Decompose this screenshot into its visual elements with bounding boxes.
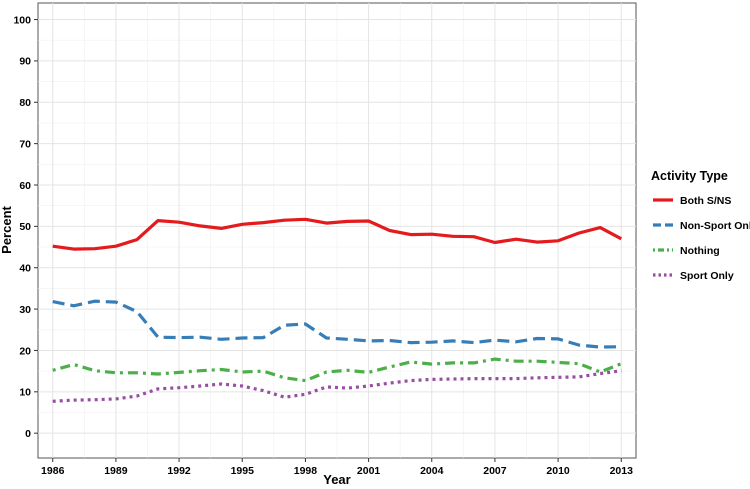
y-tick-label: 90 (19, 56, 31, 68)
y-tick-label: 10 (19, 387, 31, 399)
series-lines (52, 217, 623, 403)
y-axis: 0 10 20 30 40 50 60 70 80 90 100 (13, 14, 38, 440)
y-tick-label: 40 (19, 263, 31, 275)
legend-label-sport-only: Sport Only (680, 270, 734, 282)
x-axis: 1986 1989 1992 1995 1998 2001 2004 2007 2010 2013 (41, 458, 633, 477)
series-line-non-sport-only (52, 299, 622, 349)
x-tick-label: 1989 (104, 465, 128, 477)
major-gridlines (38, 3, 636, 458)
legend-title: Activity Type (651, 169, 728, 183)
x-axis-title: Year (323, 472, 350, 487)
series-line-both-s-ns (52, 217, 623, 251)
y-tick-label: 80 (19, 97, 31, 109)
legend-label-non-sport-only: Non-Sport Only (680, 220, 750, 232)
series-line-nothing (52, 357, 622, 383)
y-tick-label: 100 (13, 14, 31, 26)
y-tick-label: 20 (19, 345, 31, 357)
y-tick-label: 70 (19, 138, 31, 150)
legend-label-both-s-ns: Both S/NS (680, 195, 731, 207)
x-tick-label: 1992 (167, 465, 191, 477)
x-tick-label: 2004 (420, 465, 444, 477)
x-tick-label: 2001 (357, 465, 381, 477)
x-tick-label: 2013 (610, 465, 634, 477)
y-tick-label: 50 (19, 221, 31, 233)
x-tick-label: 1986 (41, 465, 65, 477)
series-line-sport-only (52, 369, 622, 403)
x-tick-label: 2007 (483, 465, 507, 477)
y-tick-label: 60 (19, 180, 31, 192)
legend-label-nothing: Nothing (680, 245, 720, 257)
x-tick-label: 2010 (546, 465, 570, 477)
y-tick-label: 0 (25, 428, 31, 440)
x-tick-label: 1998 (294, 465, 318, 477)
x-tick-label: 1995 (231, 465, 255, 477)
legend: Activity Type Both S/NS Non-Sport Only Not… (651, 169, 750, 282)
y-tick-label: 30 (19, 304, 31, 316)
y-axis-title: Percent (0, 205, 14, 253)
